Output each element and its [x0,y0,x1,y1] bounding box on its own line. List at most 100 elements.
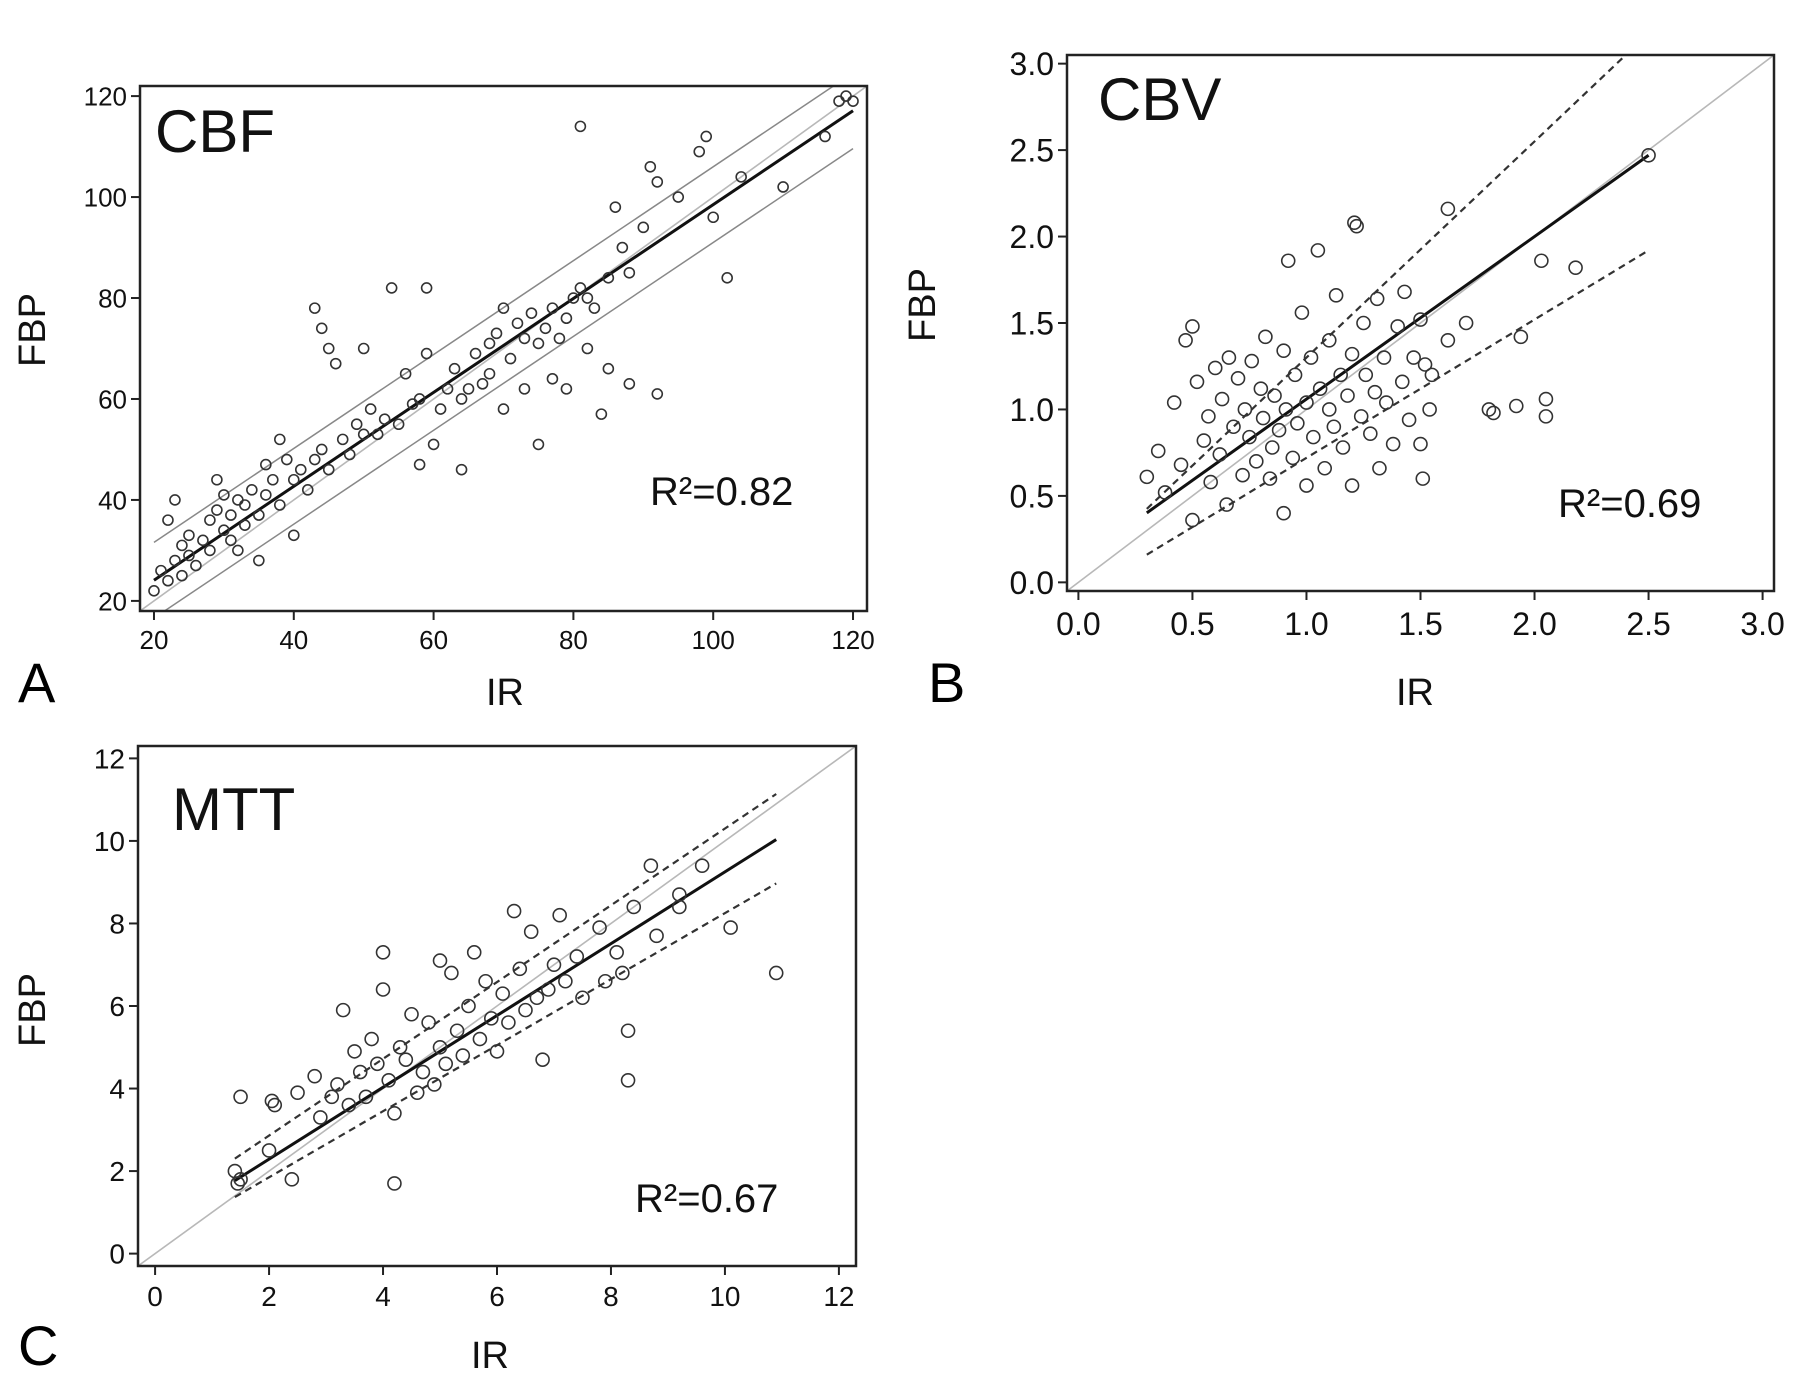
data-point [1230,371,1246,386]
data-point [723,920,738,935]
y-tick-label: 4 [109,1074,125,1105]
data-point [1299,395,1314,410]
data-point [581,342,594,355]
data-point [1178,332,1193,348]
data-point [1534,253,1549,269]
data-point [370,1056,385,1072]
data-point [190,559,202,572]
data-point [343,448,356,461]
r-squared-annotation: R²=0.69 [1558,482,1701,526]
data-point [358,1089,374,1105]
data-point [218,524,230,537]
y-tick-label: 2.5 [1010,133,1054,169]
data-point [512,961,528,977]
data-point [1372,460,1387,476]
data-point [274,499,286,511]
data-point [347,1044,362,1059]
data-point [1349,218,1364,234]
data-point [239,519,251,531]
data-point [1356,315,1371,331]
data-point [501,1015,516,1030]
data-point [1508,398,1524,414]
data-point [1212,447,1228,462]
x-tick-label: 0.5 [1170,606,1214,642]
data-point [290,1085,305,1100]
data-point [1255,410,1271,426]
data-point [1344,478,1360,493]
data-point [651,176,664,188]
data-point [413,393,426,405]
x-axis-label: IR [1396,672,1434,714]
data-point [415,1064,431,1080]
data-point [833,95,845,107]
data-point [644,160,657,173]
data-point [472,1031,488,1047]
data-point [225,509,237,521]
y-tick-label: 80 [98,283,127,313]
data-point [1440,201,1456,217]
data-point [315,443,328,456]
data-point [535,1052,550,1067]
data-point [847,95,859,107]
x-tick-label: 8 [603,1281,619,1312]
data-point [1321,332,1337,348]
data-point [552,907,567,923]
data-point [620,1023,636,1039]
data-point [1312,381,1328,397]
data-point [1333,367,1348,383]
data-point [432,953,448,968]
x-tick-label: 40 [279,625,308,655]
data-point [183,549,195,562]
data-point [1458,315,1474,331]
y-tick-label: 2 [109,1156,125,1187]
data-point [204,544,216,557]
chart-panel-a: 20 40 60 80 100 120 20 40 60 80 100 120 IR FBP CBF R²=0… [12,81,875,714]
data-point [558,973,573,989]
data-point [623,378,636,390]
data-point [1538,391,1554,407]
data-point [1378,395,1394,410]
data-point [378,413,391,425]
regression-line [234,838,778,1182]
data-point [230,1176,246,1191]
data-point [525,307,538,319]
data-point [399,367,412,380]
data-point [307,1068,322,1084]
axes-frame [138,84,869,613]
data-point [197,534,209,547]
chart-title: CBV [1098,66,1221,133]
data-point [387,1176,402,1191]
y-tick-label: 2.0 [1010,219,1054,255]
data-point [427,1077,442,1092]
data-point [1394,374,1410,390]
data-point [155,564,167,577]
data-point [1207,360,1223,376]
data-point [777,181,789,193]
data-point [1347,215,1362,231]
data-point [735,171,747,183]
y-tick-label: 20 [98,586,127,616]
data-point [392,1039,408,1055]
data-point [294,463,307,476]
data-point [274,433,286,446]
data-point [484,1011,499,1026]
data-point [1173,457,1189,473]
x-tick-label: 100 [692,625,735,655]
data-point [301,484,314,496]
chart-panel-b: 0.0 0.5 1.0 1.5 2.0 2.5 3.0 0.0 0.5 1.0 1.5 2.0 2.5 3… [902,46,1785,714]
data-point [546,957,562,973]
y-tick-label: 0.0 [1010,565,1054,601]
data-point [357,428,370,441]
chart-panel-c: 0 2 4 6 8 10 12 0 2 4 6 8 10 12 IR FBP MTT R²=0.67 [12,743,858,1377]
data-point [225,534,237,547]
data-point [330,1077,345,1092]
data-point [466,945,482,960]
data-point [169,494,181,506]
r-squared-annotation: R²=0.67 [635,1177,778,1221]
data-point [398,1052,414,1067]
lower-band [163,147,854,611]
data-point [1326,419,1342,435]
data-point [637,221,650,234]
data-point [1310,243,1326,258]
data-point [546,302,559,314]
